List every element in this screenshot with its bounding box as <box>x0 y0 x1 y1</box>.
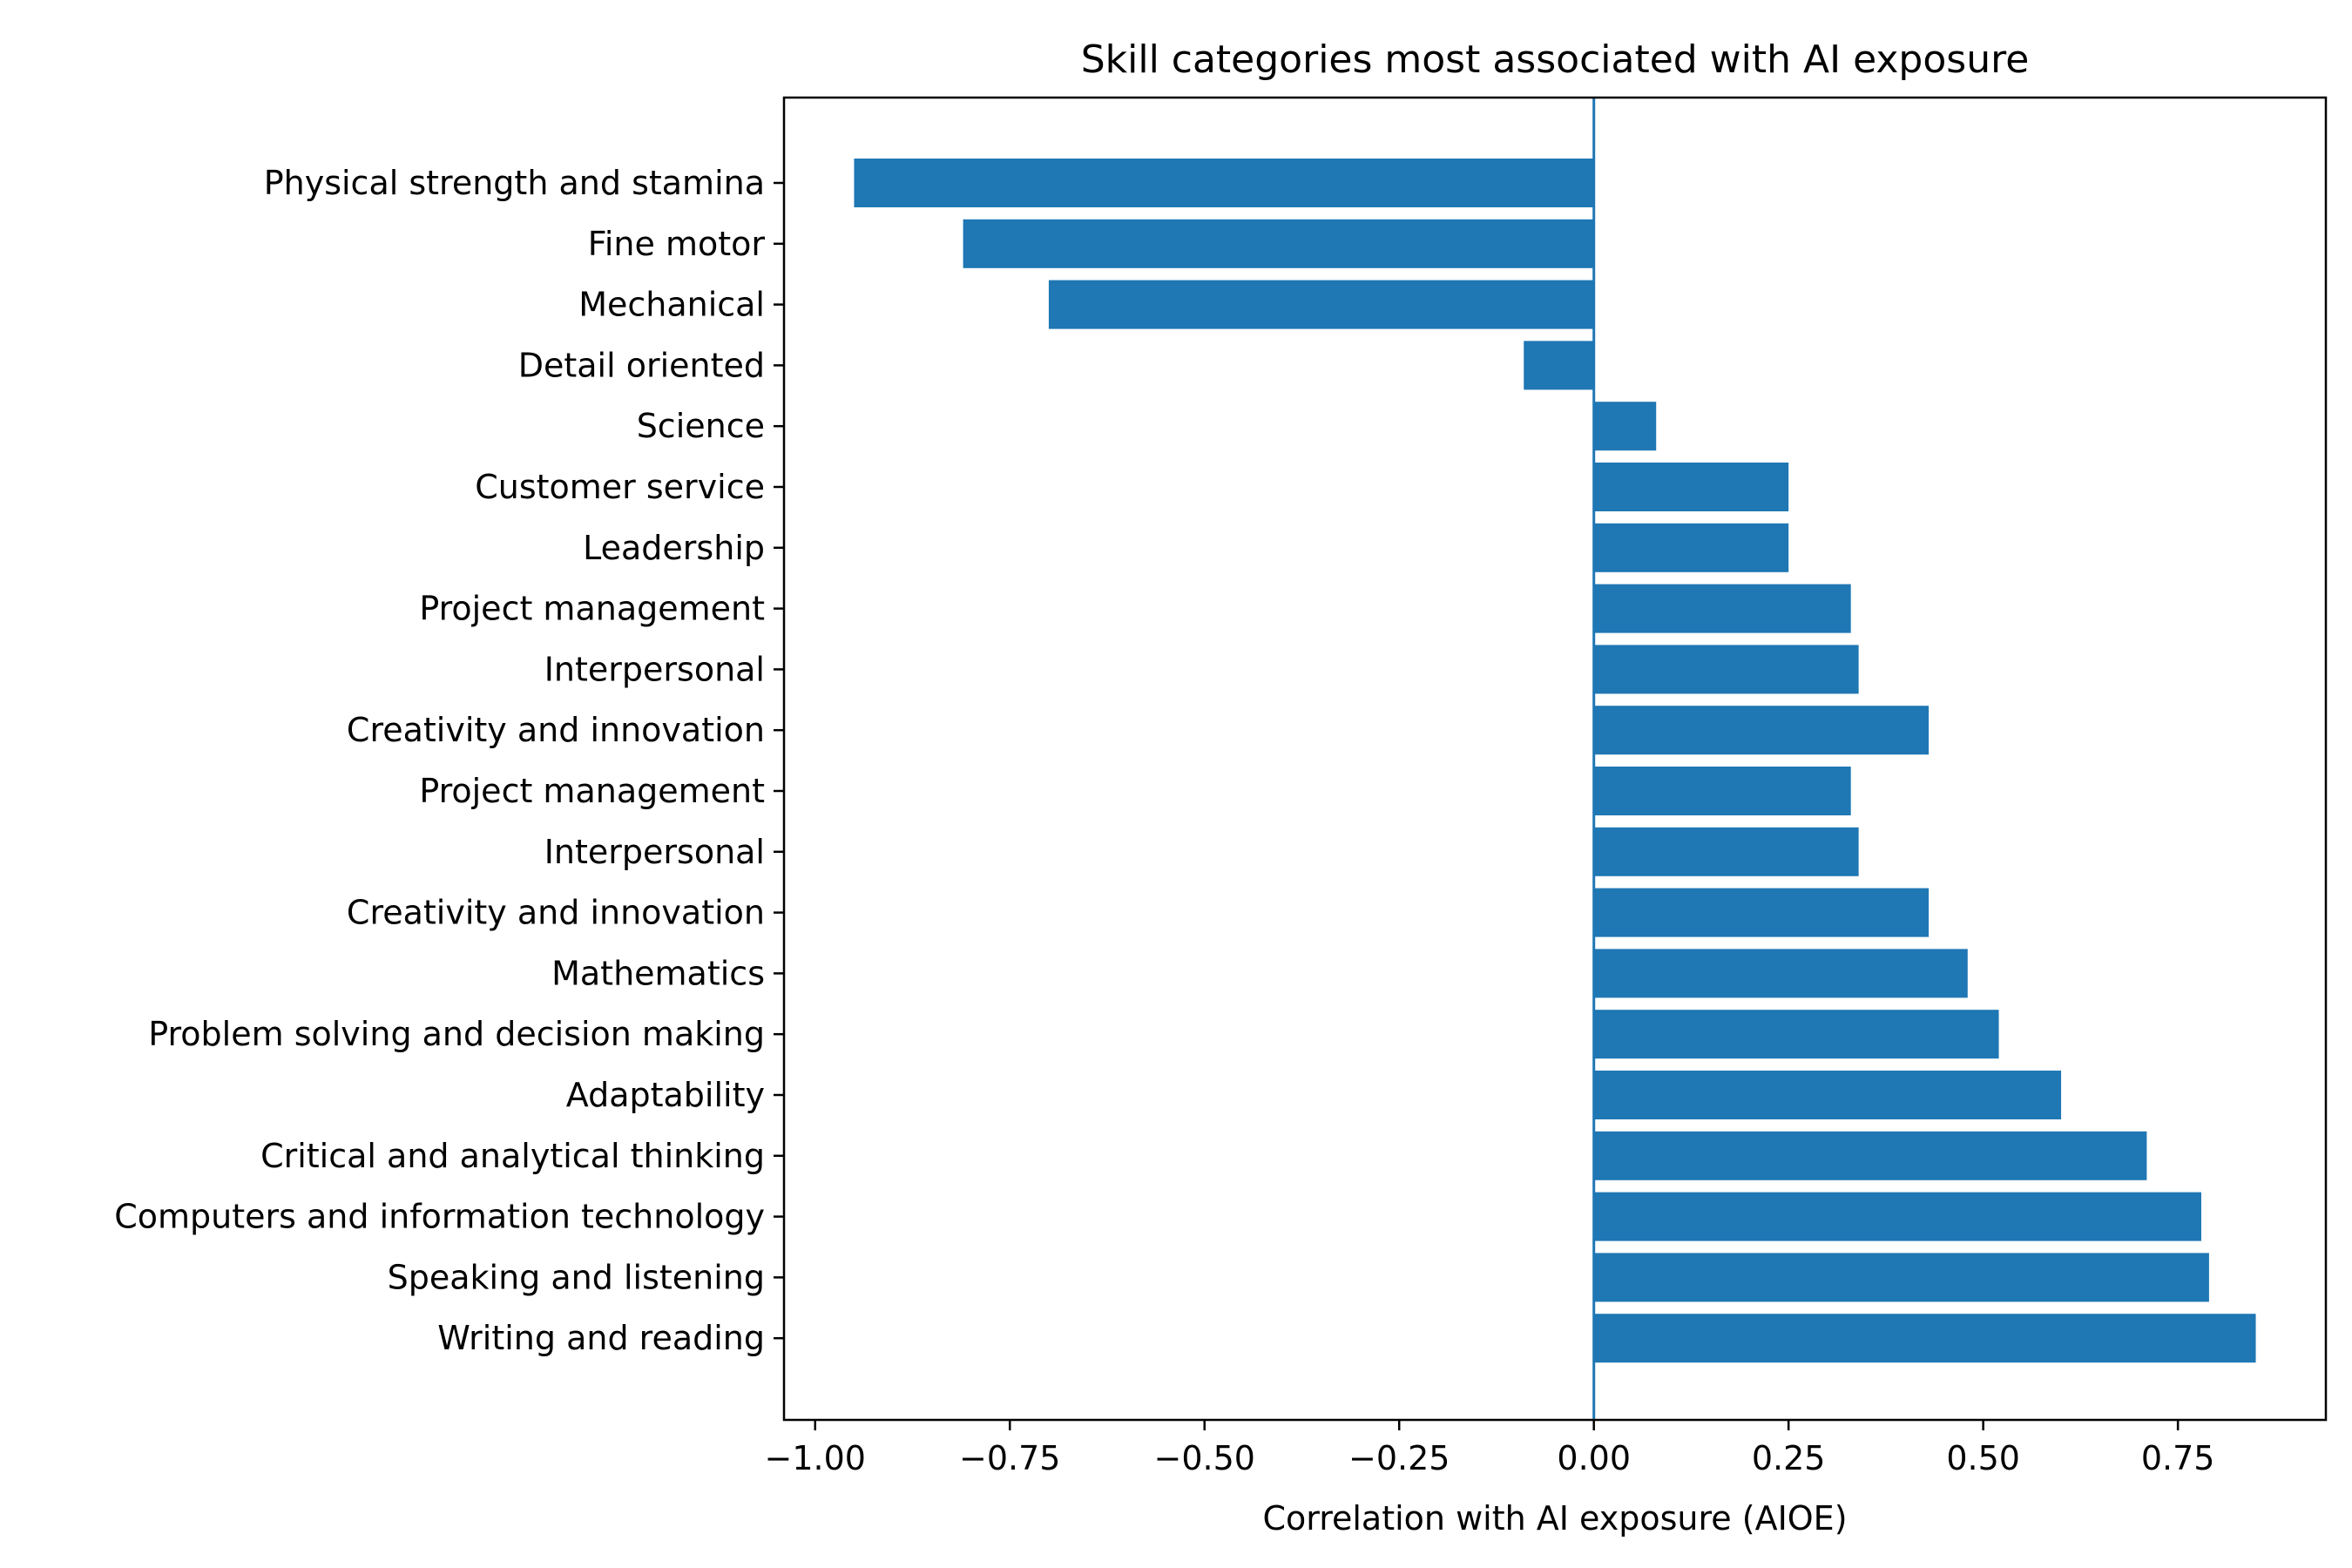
y-tick-label: Computers and information technology <box>114 1198 765 1236</box>
bar <box>1593 1131 2147 1180</box>
bar <box>854 159 1594 207</box>
bar <box>1593 1253 2209 1302</box>
y-tick-label: Critical and analytical thinking <box>260 1137 765 1175</box>
bar <box>1524 341 1594 390</box>
bar <box>1593 706 1930 755</box>
y-tick-label: Fine motor <box>588 225 766 263</box>
y-tick-label: Detail oriented <box>518 346 765 384</box>
x-tick-label: −0.50 <box>1154 1439 1255 1477</box>
y-tick-label: Speaking and listening <box>388 1258 765 1296</box>
plot-frame <box>782 96 2328 1422</box>
y-axis: Physical strength and stamina Fine motor M… <box>114 164 784 1357</box>
x-axis: −1.00 −0.75 −0.50 −0.25 0.00 0.25 0.50 0.75 <box>765 1420 2215 1477</box>
bar <box>1593 584 1851 633</box>
chart-title: Skill categories most associated with AI… <box>1081 37 2030 82</box>
x-axis-label: Correlation with AI exposure (AIOE) <box>1262 1499 1847 1538</box>
bar <box>1593 888 1930 937</box>
bar <box>1593 1071 2062 1119</box>
y-tick-label: Creativity and innovation <box>347 894 765 932</box>
bar <box>963 219 1594 268</box>
y-tick-label: Project management <box>419 590 765 628</box>
y-tick-label: Leadership <box>583 529 765 567</box>
x-tick-label: 0.75 <box>2141 1439 2215 1477</box>
bar <box>1593 523 1789 572</box>
x-tick-label: 0.00 <box>1557 1439 1631 1477</box>
bar <box>1593 645 1859 694</box>
y-tick-label: Physical strength and stamina <box>264 164 765 202</box>
y-tick-label: Mechanical <box>578 286 765 324</box>
bar <box>1593 767 1851 815</box>
bar <box>1593 402 1657 451</box>
bars <box>854 159 2256 1363</box>
bar <box>1593 1314 2256 1363</box>
y-tick-label: Customer service <box>475 468 765 506</box>
x-tick-label: 0.50 <box>1946 1439 2020 1477</box>
bar <box>1593 1192 2201 1241</box>
y-tick-label: Project management <box>419 772 765 810</box>
x-tick-label: −0.25 <box>1348 1439 1450 1477</box>
bar <box>1048 280 1594 329</box>
y-tick-label: Interpersonal <box>544 833 765 871</box>
x-tick-label: −0.75 <box>959 1439 1060 1477</box>
y-tick-label: Adaptability <box>566 1076 765 1114</box>
x-tick-label: 0.25 <box>1752 1439 1826 1477</box>
bar <box>1593 463 1789 511</box>
y-tick-label: Problem solving and decision making <box>148 1015 765 1053</box>
bar <box>1593 949 1968 998</box>
y-tick-label: Creativity and innovation <box>347 711 765 749</box>
y-tick-label: Writing and reading <box>437 1319 765 1357</box>
y-tick-label: Mathematics <box>551 954 765 992</box>
x-tick-label: −1.00 <box>765 1439 866 1477</box>
y-tick-label: Science <box>637 407 765 445</box>
y-tick-label: Interpersonal <box>544 650 765 688</box>
bar <box>1593 1010 1999 1059</box>
bar <box>1593 827 1859 876</box>
